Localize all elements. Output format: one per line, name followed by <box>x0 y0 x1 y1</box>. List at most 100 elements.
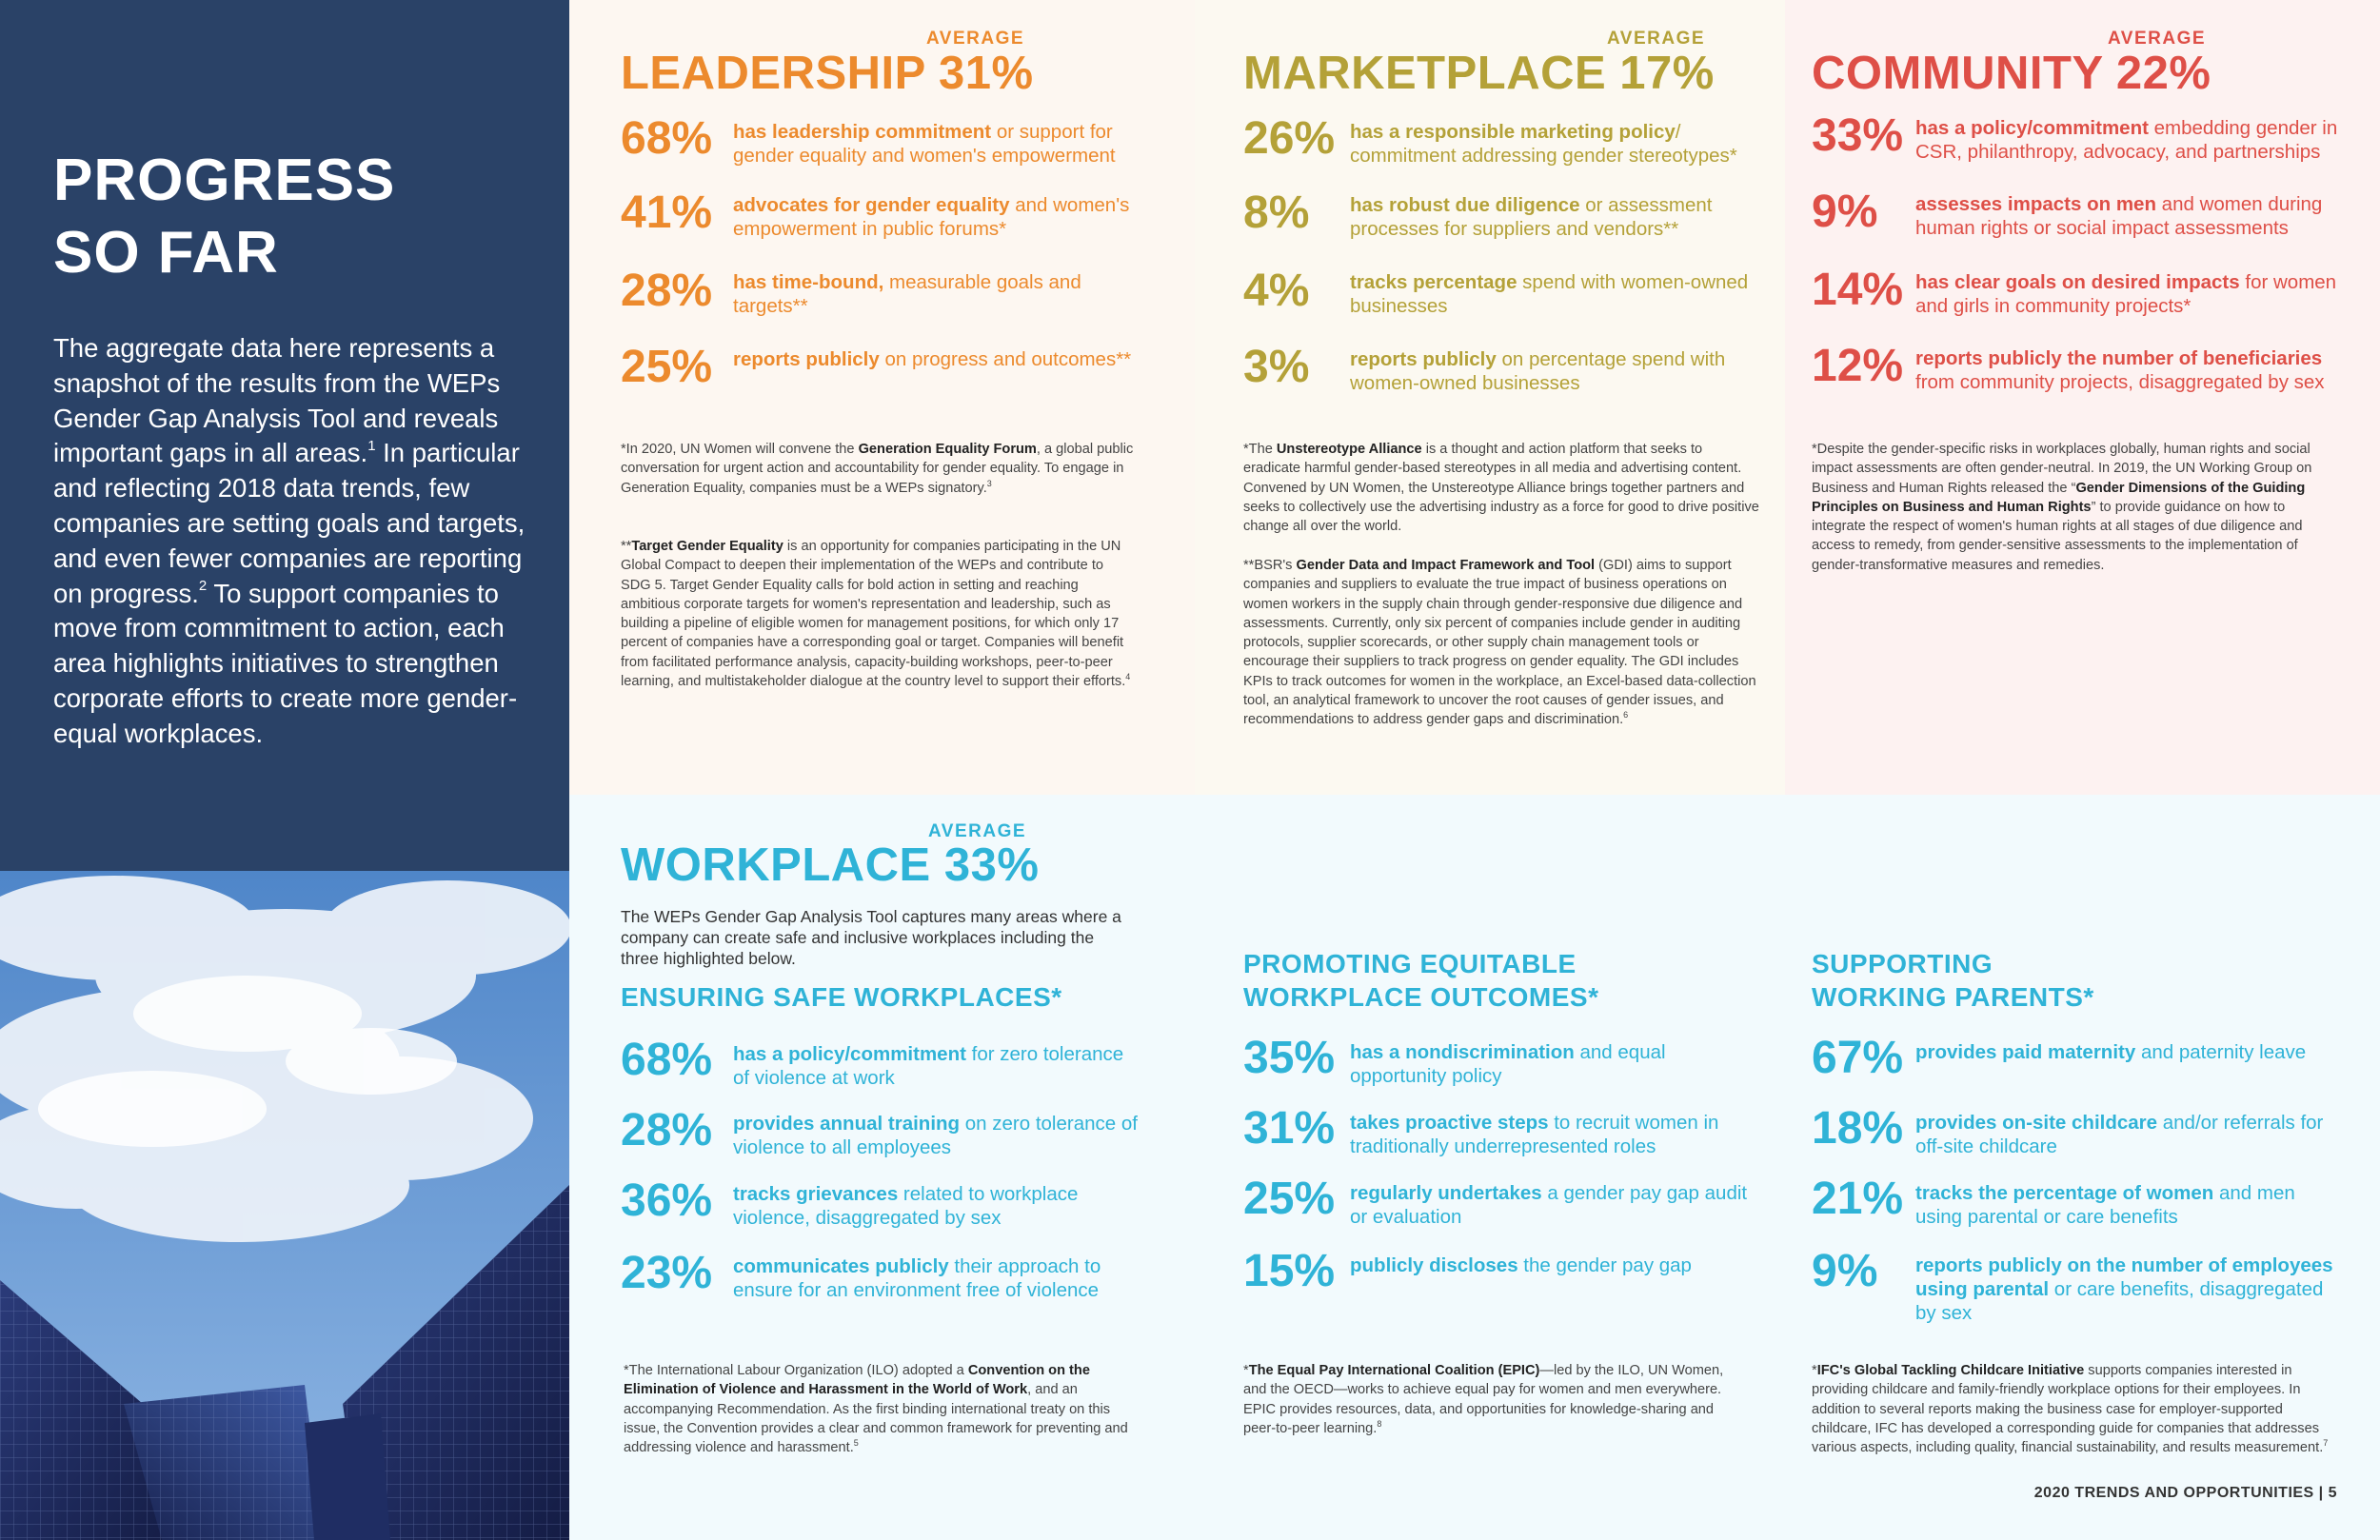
intro-text-part1: The aggregate data here represents a sna… <box>53 333 501 468</box>
note-text: *The <box>1243 442 1277 457</box>
stat-rest: from community projects, disaggregated b… <box>1915 371 2325 393</box>
note-text: —led by the ILO, UN Women, and the OECD—… <box>1243 1363 1724 1436</box>
note-bold: Target Gender Equality <box>631 539 783 554</box>
safe-footnote: *The International Labour Organization (… <box>624 1361 1128 1457</box>
stat-rest: / commitment addressing gender stereotyp… <box>1350 121 1737 167</box>
stat-rest: the gender pay gap <box>1517 1254 1692 1276</box>
marketplace-stat-text: has robust due diligence or assessment p… <box>1350 193 1759 241</box>
page-title-line2: SO FAR <box>53 220 279 286</box>
note-text: **BSR's <box>1243 558 1297 573</box>
marketplace-stat-text: reports publicly on percentage spend wit… <box>1350 347 1759 395</box>
note-text: * <box>1812 1363 1817 1378</box>
marketplace-stat-pct: 26% <box>1243 113 1336 164</box>
stat-bold: has time-bound, <box>733 271 884 293</box>
stat-rest: spend with women-owned businesses <box>1350 271 1749 317</box>
footnote-ref-1: 1 <box>367 438 376 455</box>
stat-rest: and equal opportunity policy <box>1350 1041 1666 1087</box>
workplace-section <box>569 795 2380 1540</box>
heading-line: PROMOTING EQUITABLE <box>1243 949 1577 978</box>
safe-workplaces-heading: ENSURING SAFE WORKPLACES* <box>621 982 1062 1012</box>
community-stat-text: has a policy/commitment embedding gender… <box>1915 116 2344 164</box>
stat-rest: and paternity leave <box>2135 1041 2307 1063</box>
leadership-stat-pct: 25% <box>621 342 713 392</box>
leadership-average-label: AVERAGE <box>926 29 1025 49</box>
working-parents-heading: SUPPORTING WORKING PARENTS* <box>1812 947 2094 1014</box>
stat-bold: reports publicly on the number of employ… <box>1915 1254 2333 1300</box>
stat-bold: publicly discloses <box>1350 1254 1518 1276</box>
note-text: ” to provide guidance on how to integrat… <box>1812 499 2303 573</box>
equitable-outcomes-heading: PROMOTING EQUITABLE WORKPLACE OUTCOMES* <box>1243 947 1599 1014</box>
parents-stat-pct: 18% <box>1812 1103 1904 1154</box>
stat-bold: tracks grievances <box>733 1183 899 1205</box>
equitable-stat-pct: 31% <box>1243 1103 1336 1154</box>
note-bold: Gender Dimensions of the Guiding Princip… <box>1812 480 2306 515</box>
stat-bold: has robust due diligence <box>1350 194 1580 216</box>
parents-stat-pct: 21% <box>1812 1174 1904 1224</box>
heading-line: SUPPORTING <box>1812 949 1993 978</box>
community-stat-pct: 14% <box>1812 265 1904 315</box>
marketplace-stat-text: has a responsible marketing policy/ comm… <box>1350 120 1759 168</box>
parents-stat-text: tracks the percentage of women and men u… <box>1915 1181 2344 1229</box>
stat-bold: takes proactive steps <box>1350 1112 1549 1134</box>
community-stat-pct: 9% <box>1812 187 1878 237</box>
note-bold: Unstereotype Alliance <box>1276 442 1422 457</box>
community-section <box>1785 0 2380 795</box>
leadership-section <box>569 0 1195 795</box>
marketplace-stat-pct: 4% <box>1243 266 1310 316</box>
stat-bold: tracks the percentage of women <box>1915 1182 2214 1204</box>
intro-text: The aggregate data here represents a sna… <box>53 331 548 752</box>
leadership-stat-text: has leadership commitment or support for… <box>733 120 1152 168</box>
safe-stat-pct: 68% <box>621 1035 713 1085</box>
safe-stat-text: provides annual training on zero toleran… <box>733 1112 1142 1159</box>
marketplace-title: MARKETPLACE 17% <box>1243 48 1715 99</box>
footnote-ref: 6 <box>1623 710 1629 721</box>
community-average-label: AVERAGE <box>2108 29 2207 49</box>
page-title: PROGRESS SO FAR <box>53 145 395 289</box>
community-stat-pct: 33% <box>1812 110 1904 161</box>
stat-rest: and/or referrals for off-site childcare <box>1915 1112 2324 1157</box>
stat-bold: reports publicly the number of beneficia… <box>1915 347 2323 369</box>
stat-bold: regularly undertakes <box>1350 1182 1542 1204</box>
footnote-ref: 3 <box>986 478 992 488</box>
marketplace-average-label: AVERAGE <box>1607 29 1706 49</box>
note-bold: The Equal Pay International Coalition (E… <box>1248 1363 1540 1378</box>
stat-rest: or support for gender equality and women… <box>733 121 1116 167</box>
heading-line: WORKING PARENTS* <box>1812 982 2094 1012</box>
parents-stat-pct: 9% <box>1812 1246 1878 1296</box>
stat-bold: reports publicly <box>1350 348 1497 370</box>
equitable-stat-pct: 35% <box>1243 1033 1336 1083</box>
safe-stat-pct: 28% <box>621 1105 713 1155</box>
equitable-footnote: *The Equal Pay International Coalition (… <box>1243 1361 1743 1438</box>
stat-rest: and men using parental or care benefits <box>1915 1182 2295 1228</box>
workplace-title: WORKPLACE 33% <box>621 839 1040 891</box>
safe-stat-text: communicates publicly their approach to … <box>733 1254 1142 1302</box>
leadership-title: LEADERSHIP 31% <box>621 48 1034 99</box>
marketplace-footnote-2: **BSR's Gender Data and Impact Framework… <box>1243 556 1762 730</box>
parents-footnote: *IFC's Global Tackling Childcare Initiat… <box>1812 1361 2335 1457</box>
stat-bold: communicates publicly <box>733 1255 949 1277</box>
note-text: is an opportunity for companies particip… <box>621 539 1126 690</box>
community-stat-pct: 12% <box>1812 341 1904 391</box>
note-text: *The International Labour Organization (… <box>624 1363 968 1378</box>
stat-rest: a gender pay gap audit or evaluation <box>1350 1182 1748 1228</box>
equitable-stat-text: publicly discloses the gender pay gap <box>1350 1254 1759 1277</box>
parents-stat-text: reports publicly on the number of employ… <box>1915 1254 2344 1325</box>
intro-text-part2: In particular and reflecting 2018 data t… <box>53 438 526 608</box>
note-text: supports companies interested in providi… <box>1812 1363 2324 1456</box>
stat-rest: on progress and outcomes** <box>879 348 1132 370</box>
community-title: COMMUNITY 22% <box>1812 48 2211 99</box>
stat-bold: advocates for gender equality <box>733 194 1010 216</box>
note-text: , and an accompanying Recommendation. As… <box>624 1382 1128 1456</box>
stat-rest: related to workplace violence, disaggreg… <box>733 1183 1079 1229</box>
safe-stat-text: has a policy/commitment for zero toleran… <box>733 1042 1142 1090</box>
workplace-intro: The WEPs Gender Gap Analysis Tool captur… <box>621 907 1121 968</box>
heading-line: WORKPLACE OUTCOMES* <box>1243 982 1599 1012</box>
skyscraper-photo <box>0 871 569 1540</box>
stat-bold: has a policy/commitment <box>1915 117 2149 139</box>
leadership-stat-text: advocates for gender equality and women'… <box>733 193 1152 241</box>
leadership-stat-pct: 41% <box>621 188 713 238</box>
leadership-footnote-2: **Target Gender Equality is an opportuni… <box>621 537 1135 691</box>
leadership-stat-pct: 28% <box>621 266 713 316</box>
equitable-stat-pct: 15% <box>1243 1246 1336 1296</box>
stat-bold: reports publicly <box>733 348 880 370</box>
